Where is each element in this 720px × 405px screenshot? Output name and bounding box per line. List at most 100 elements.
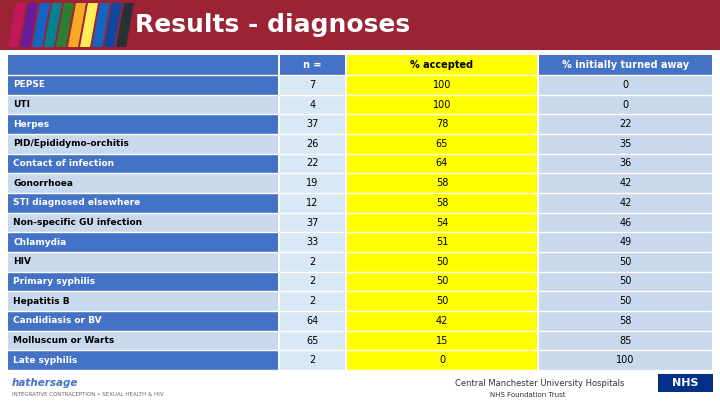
- Text: 35: 35: [619, 139, 631, 149]
- Bar: [539, 252, 712, 272]
- Text: 49: 49: [619, 237, 631, 247]
- Bar: [8, 232, 278, 252]
- Text: % accepted: % accepted: [410, 60, 474, 70]
- Text: PID/Epididymo-orchitis: PID/Epididymo-orchitis: [13, 139, 129, 148]
- Bar: [347, 193, 537, 213]
- Bar: [347, 114, 537, 134]
- Bar: [280, 75, 345, 95]
- Bar: [280, 55, 345, 75]
- Text: 50: 50: [619, 296, 631, 306]
- Bar: [280, 272, 345, 291]
- Bar: [347, 311, 537, 330]
- Text: 37: 37: [306, 217, 319, 228]
- Text: Molluscum or Warts: Molluscum or Warts: [13, 336, 114, 345]
- Bar: [347, 173, 537, 193]
- Bar: [347, 291, 537, 311]
- Text: Hepatitis B: Hepatitis B: [13, 297, 70, 306]
- Bar: [8, 134, 278, 153]
- Text: HIV: HIV: [13, 257, 31, 266]
- Text: 19: 19: [307, 178, 319, 188]
- Text: Primary syphilis: Primary syphilis: [13, 277, 95, 286]
- Text: 12: 12: [306, 198, 319, 208]
- Text: NHS: NHS: [672, 378, 698, 388]
- Text: 22: 22: [619, 119, 631, 129]
- Bar: [280, 134, 345, 153]
- Text: 42: 42: [436, 316, 448, 326]
- Text: 50: 50: [436, 257, 448, 267]
- Text: 36: 36: [619, 158, 631, 168]
- Text: 50: 50: [619, 257, 631, 267]
- Bar: [539, 272, 712, 291]
- Bar: [347, 95, 537, 114]
- Bar: [539, 213, 712, 232]
- Text: 22: 22: [306, 158, 319, 168]
- Polygon shape: [8, 3, 26, 47]
- Bar: [280, 193, 345, 213]
- Text: 50: 50: [436, 296, 448, 306]
- Polygon shape: [44, 3, 62, 47]
- Bar: [8, 213, 278, 232]
- Text: 2: 2: [310, 257, 315, 267]
- Text: 2: 2: [310, 277, 315, 286]
- Text: 42: 42: [619, 198, 631, 208]
- Bar: [280, 153, 345, 173]
- Text: 51: 51: [436, 237, 448, 247]
- Bar: [8, 193, 278, 213]
- Text: 64: 64: [436, 158, 448, 168]
- Bar: [280, 95, 345, 114]
- Text: 58: 58: [436, 198, 448, 208]
- Bar: [8, 252, 278, 272]
- Text: 100: 100: [616, 355, 635, 365]
- Text: 65: 65: [436, 139, 448, 149]
- Polygon shape: [116, 3, 134, 47]
- Text: Late syphilis: Late syphilis: [13, 356, 77, 364]
- Bar: [8, 311, 278, 330]
- Text: 42: 42: [619, 178, 631, 188]
- Polygon shape: [80, 3, 98, 47]
- Bar: [280, 291, 345, 311]
- Bar: [347, 213, 537, 232]
- Text: STI diagnosed elsewhere: STI diagnosed elsewhere: [13, 198, 140, 207]
- Polygon shape: [32, 3, 50, 47]
- Text: Results - diagnoses: Results - diagnoses: [135, 13, 410, 37]
- Bar: [280, 173, 345, 193]
- Text: 54: 54: [436, 217, 448, 228]
- Bar: [347, 55, 537, 75]
- Text: 58: 58: [436, 178, 448, 188]
- Text: 100: 100: [433, 80, 451, 90]
- Bar: [539, 134, 712, 153]
- Bar: [539, 232, 712, 252]
- Text: 85: 85: [619, 335, 631, 345]
- Text: 50: 50: [436, 277, 448, 286]
- Bar: [8, 272, 278, 291]
- Bar: [539, 95, 712, 114]
- Text: Gonorrhoea: Gonorrhoea: [13, 179, 73, 188]
- Bar: [347, 75, 537, 95]
- Text: 58: 58: [619, 316, 631, 326]
- Bar: [539, 75, 712, 95]
- Bar: [539, 330, 712, 350]
- Text: 2: 2: [310, 355, 315, 365]
- Polygon shape: [20, 3, 38, 47]
- Text: INTEGRATIVE CONTRACEPTION • SEXUAL HEALTH & HIV: INTEGRATIVE CONTRACEPTION • SEXUAL HEALT…: [12, 392, 163, 397]
- Bar: [8, 95, 278, 114]
- Bar: [539, 153, 712, 173]
- Bar: [539, 291, 712, 311]
- Bar: [0, 0, 720, 50]
- Polygon shape: [92, 3, 110, 47]
- Text: 7: 7: [310, 80, 315, 90]
- Text: hathersage: hathersage: [12, 378, 78, 388]
- Bar: [539, 55, 712, 75]
- Bar: [539, 114, 712, 134]
- Text: UTI: UTI: [13, 100, 30, 109]
- Text: 65: 65: [306, 335, 319, 345]
- Bar: [280, 350, 345, 370]
- Text: Herpes: Herpes: [13, 119, 49, 129]
- Text: 100: 100: [433, 100, 451, 109]
- Text: Contact of infection: Contact of infection: [13, 159, 114, 168]
- Text: % initially turned away: % initially turned away: [562, 60, 689, 70]
- Bar: [347, 330, 537, 350]
- Polygon shape: [104, 3, 122, 47]
- Bar: [347, 252, 537, 272]
- Text: 0: 0: [439, 355, 445, 365]
